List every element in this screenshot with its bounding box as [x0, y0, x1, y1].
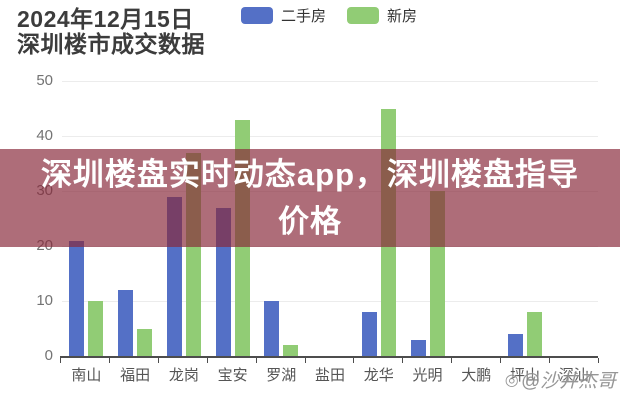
promo-banner-line1: 深圳楼盘实时动态app，深圳楼盘指导 — [40, 157, 580, 192]
gridline — [62, 301, 598, 302]
x-tick-label-南山: 南山 — [71, 367, 102, 384]
x-axis-tick — [598, 358, 599, 363]
legend: 二手房 新房 — [241, 5, 417, 26]
bar-新房-坪山 — [526, 312, 542, 356]
bar-二手房-罗湖 — [264, 301, 280, 356]
x-axis-tick — [451, 358, 453, 363]
bar-新房-福田 — [137, 328, 153, 356]
bar-新房-南山 — [88, 301, 104, 356]
x-axis-tick — [402, 358, 404, 363]
bar-二手房-福田 — [118, 290, 134, 356]
bar-二手房-龙华 — [361, 312, 377, 356]
x-axis-tick — [353, 358, 355, 363]
x-axis-tick — [157, 358, 159, 363]
bar-二手房-坪山 — [507, 334, 523, 356]
legend-swatch-newhome — [347, 7, 380, 24]
x-tick-label-龙岗: 龙岗 — [168, 367, 199, 384]
x-axis-tick — [549, 358, 551, 363]
x-axis-tick — [255, 358, 257, 363]
watermark: ◎ @沙井杰哥 — [505, 366, 616, 393]
x-tick-label-大鹏: 大鹏 — [461, 367, 492, 384]
legend-label-secondhand: 二手房 — [281, 8, 327, 25]
bar-二手房-光明 — [410, 339, 426, 356]
y-tick-label: 50 — [36, 72, 53, 89]
gridline — [62, 81, 598, 82]
legend-label-newhome: 新房 — [387, 8, 418, 25]
watermark-text: @沙井杰哥 — [520, 371, 616, 392]
bar-group-福田 — [111, 81, 160, 356]
x-tick-label-盐田: 盐田 — [315, 367, 346, 384]
x-axis-tick — [60, 358, 61, 363]
x-tick-label-罗湖: 罗湖 — [266, 367, 297, 384]
weibo-icon: ◎ — [504, 371, 519, 389]
y-tick-label: 0 — [44, 347, 53, 364]
x-tick-label-坪山: 坪山 — [509, 367, 540, 384]
legend-item-secondhand: 二手房 — [241, 5, 326, 26]
bar-group-罗湖 — [257, 81, 306, 356]
chart-title: 2024年12月15日 深圳楼市成交数据 — [17, 7, 205, 57]
x-tick-label-龙华: 龙华 — [363, 367, 394, 384]
x-tick-label-宝安: 宝安 — [217, 367, 248, 384]
legend-item-newhome: 新房 — [347, 5, 417, 26]
chart-title-line1: 2024年12月15日 — [17, 6, 194, 32]
bar-group-坪山 — [501, 81, 550, 356]
gridline — [62, 136, 598, 137]
x-tick-label-深汕: 深汕 — [558, 367, 589, 384]
bar-二手房-南山 — [69, 240, 85, 356]
y-tick-label: 40 — [36, 127, 53, 144]
x-axis-tick — [304, 358, 306, 363]
promo-banner-line2: 价格 — [278, 204, 342, 239]
x-axis-tick — [500, 358, 502, 363]
x-axis-tick — [108, 358, 110, 363]
bar-新房-罗湖 — [283, 345, 299, 356]
bar-group-南山 — [62, 81, 111, 356]
chart-title-line2: 深圳楼市成交数据 — [17, 31, 205, 57]
x-tick-label-光明: 光明 — [412, 367, 443, 384]
x-tick-label-福田: 福田 — [120, 367, 151, 384]
promo-banner: 深圳楼盘实时动态app，深圳楼盘指导 价格 — [0, 149, 620, 247]
x-axis-labels: 南山 福田 龙岗 宝安 罗湖 盐田 龙华 光明 大鹏 坪山 深汕 — [62, 364, 598, 385]
x-axis-tick — [206, 358, 208, 363]
y-tick-label: 10 — [36, 292, 53, 309]
legend-swatch-secondhand — [241, 7, 273, 24]
x-axis-line — [60, 356, 598, 358]
